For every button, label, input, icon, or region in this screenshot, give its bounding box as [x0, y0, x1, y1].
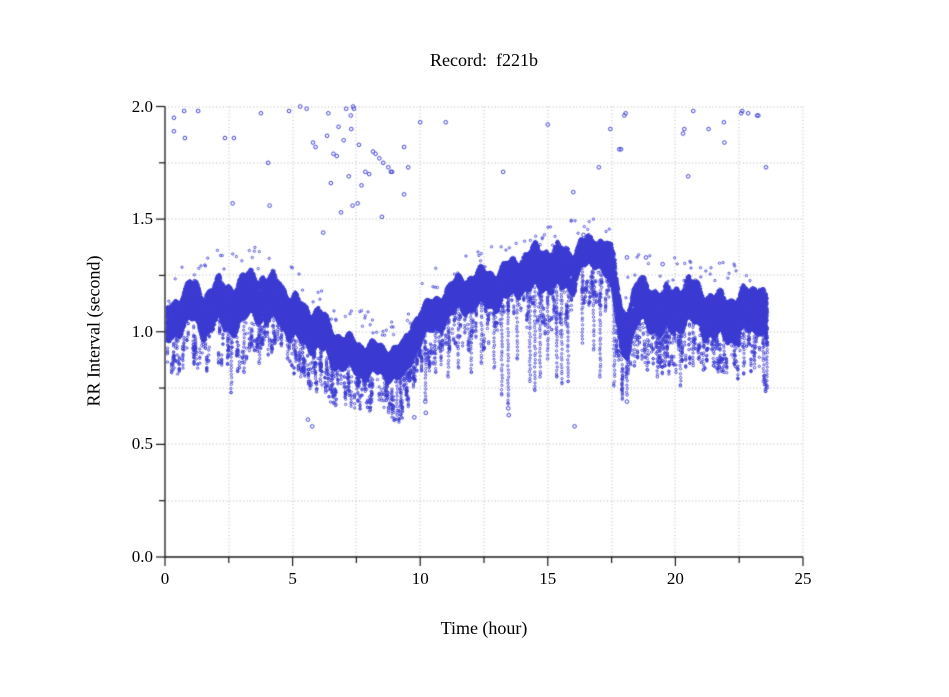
x-tick-label: 20: [666, 569, 684, 588]
y-axis-label: RR Interval (second): [83, 255, 104, 407]
x-tick-label: 15: [539, 569, 557, 588]
y-tick-label: 0.0: [131, 547, 153, 566]
y-tick-label: 1.5: [131, 209, 153, 229]
y-tick-label: 1.0: [131, 321, 153, 341]
chart-title: Record: f221b: [430, 50, 538, 70]
x-tick-label: 5: [288, 569, 297, 588]
x-tick-label: 25: [794, 569, 812, 588]
x-axis-label: Time (hour): [440, 618, 528, 638]
x-tick-label: 0: [160, 569, 170, 588]
y-tick-label: 0.5: [131, 434, 153, 454]
y-tick-label: 2.0: [131, 96, 153, 116]
x-tick-label: 10: [411, 569, 429, 588]
